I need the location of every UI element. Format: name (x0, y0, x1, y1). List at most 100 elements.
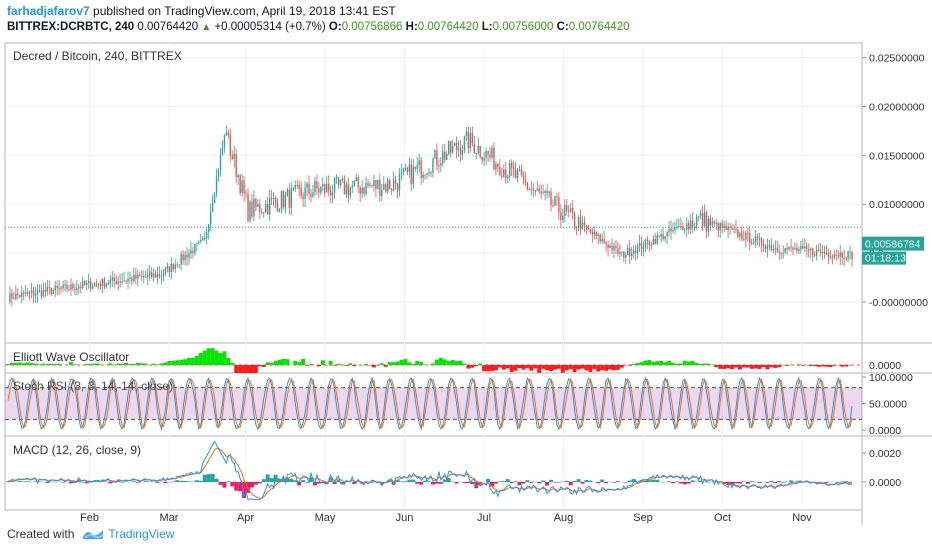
ewo-bar (431, 363, 435, 365)
macd-hist-bar (470, 482, 475, 484)
candle-body (392, 180, 395, 191)
ewo-bar (533, 365, 538, 369)
macd-hist-bar (604, 482, 609, 484)
ewo-bar (57, 363, 62, 365)
candle-body (849, 251, 851, 253)
ewo-bar (407, 362, 412, 365)
candle-body (701, 212, 704, 227)
author-link[interactable]: farhadjafarov7 (7, 4, 90, 18)
tradingview-link[interactable]: TradingView (108, 527, 175, 541)
macd-hist-bar (824, 482, 829, 483)
ewo-bar (761, 365, 766, 367)
candle-body (790, 246, 792, 248)
candle-body (713, 221, 716, 224)
candle-body (656, 235, 658, 244)
candle-body (390, 189, 393, 191)
macd-hist-bar (155, 482, 160, 483)
candle-body (512, 167, 515, 170)
macd-hist-bar (612, 482, 616, 483)
chart-area[interactable]: Feb Mar Apr May Jun Jul Aug Sep Oct Nov 0.02500000… (0, 40, 932, 525)
ewo-bar (564, 365, 569, 371)
ewo-bar (596, 365, 601, 372)
candle-body (806, 246, 808, 250)
ewo-bar (336, 363, 341, 365)
ewo-bar (454, 361, 459, 365)
candle-body (733, 228, 735, 230)
candle-body (703, 212, 706, 227)
ewo-bar (198, 353, 203, 365)
candle-body (627, 248, 629, 256)
candle-body (591, 231, 594, 235)
candle-body (554, 196, 556, 206)
macd-hist-bar (596, 482, 601, 484)
macd-hist-bar (588, 480, 593, 482)
macd-hist-bar (411, 479, 416, 482)
candle-body (601, 239, 603, 242)
candle-body (93, 283, 96, 287)
ewo-bar (399, 359, 404, 365)
ewo-bar (438, 357, 443, 365)
candle-body (536, 188, 538, 191)
ewo-bar (131, 364, 136, 365)
macd-hist-bar (773, 482, 778, 484)
candle-body (682, 226, 684, 231)
macd-hist-bar (442, 479, 447, 482)
candle-body (412, 166, 414, 184)
ewo-bar (29, 363, 34, 365)
candle-body (562, 215, 564, 220)
candle-body (300, 188, 302, 196)
candle-body (129, 277, 131, 279)
candle-body (213, 193, 216, 204)
ewo-bar (615, 365, 620, 370)
x-tick-label-apr: Apr (237, 512, 254, 524)
macd-hist-bar (745, 482, 750, 484)
stoch-y-tick-label: 50.0000 (869, 399, 907, 411)
ewo-bar (6, 363, 10, 365)
candle-body (754, 236, 757, 243)
candle-body (121, 281, 123, 283)
candle-body (180, 254, 182, 265)
macd-hist-bar (501, 481, 506, 482)
candle-body (243, 180, 245, 194)
macd-hist-bar (316, 482, 321, 484)
candle-body (569, 207, 572, 212)
candle-body (662, 234, 664, 240)
candle-body (758, 237, 761, 239)
macd-hist-bar (682, 482, 687, 485)
candle-body (292, 188, 294, 190)
macd-hist-bar (427, 481, 431, 482)
candle-body (34, 294, 37, 296)
ewo-bar (206, 348, 211, 365)
ewo-bar (383, 365, 388, 367)
candle-body (615, 245, 617, 248)
macd-hist-bar (198, 480, 203, 482)
candle-body (505, 169, 507, 179)
ewo-bar (576, 365, 581, 370)
candle-body (141, 276, 143, 278)
ewo-bar (246, 365, 250, 373)
macd-hist-bar (423, 480, 428, 482)
candle-body (587, 228, 590, 230)
ewo-bar (25, 362, 30, 365)
ewo-bar (604, 365, 609, 371)
candle-body (530, 188, 533, 190)
candle-body (113, 277, 115, 282)
candle-body (573, 213, 576, 228)
candle-body (477, 145, 479, 154)
ewo-bar (253, 365, 258, 373)
candle-body (235, 153, 237, 178)
ewo-bar (151, 363, 156, 365)
candle-body (38, 290, 41, 292)
candle-body (526, 182, 529, 190)
candle-body (52, 290, 54, 294)
candle-body (784, 247, 786, 253)
macd-hist-bar (218, 482, 223, 485)
candle-body (347, 184, 350, 196)
macd-hist-bar (627, 480, 632, 482)
candle-body (678, 225, 680, 228)
macd-y-tick-label: 0.0020 (869, 448, 901, 460)
ewo-bar (757, 365, 762, 369)
candle-body (82, 281, 84, 288)
candle-body (139, 274, 141, 277)
macd-hist-bar (509, 482, 514, 483)
